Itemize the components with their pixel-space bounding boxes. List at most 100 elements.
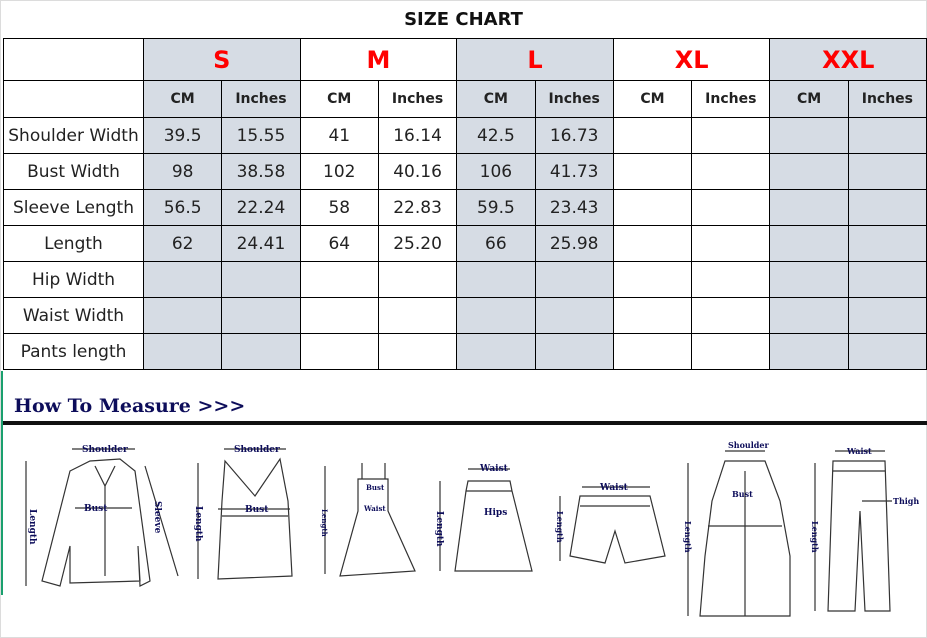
unit-header: Inches: [847, 80, 927, 118]
table-row: Pants length: [3, 333, 927, 370]
measurement-cell: 98: [142, 153, 223, 190]
measurement-cell: 23.43: [534, 189, 614, 226]
row-label: Shoulder Width: [3, 117, 144, 154]
measure-title: How To Measure >>>: [14, 395, 246, 417]
measurement-cell: [377, 333, 458, 370]
measurement-cell: 40.16: [377, 153, 458, 190]
measurement-cell: [769, 297, 849, 334]
measurement-cell: [142, 297, 223, 334]
hips-label: Hips: [484, 508, 507, 518]
row-label: Sleeve Length: [3, 189, 144, 226]
measurement-cell: 41: [299, 117, 379, 154]
measurement-cell: [612, 225, 693, 262]
unit-header-row: CM Inches CM Inches CM Inches CM Inches CM Inches: [3, 80, 927, 118]
measurement-cell: [456, 261, 536, 298]
measurement-cell: [847, 189, 927, 226]
size-header-m: M: [299, 38, 458, 81]
table-row: Bust Width 98 38.58 102 40.16 106 41.73: [3, 153, 927, 190]
measurement-cell: [769, 225, 849, 262]
table-row: Sleeve Length 56.5 22.24 58 22.83 59.5 23.43: [3, 189, 927, 226]
shorts-diagram: Waist Length: [555, 483, 666, 564]
measurement-cell: [612, 153, 693, 190]
measurement-cell: [534, 333, 614, 370]
garment-diagrams: Shoulder Bust Length Sleeve Shoulder Bus…: [25, 440, 919, 617]
measurement-cell: 16.14: [377, 117, 458, 154]
measurement-cell: [691, 333, 771, 370]
measurement-cell: [691, 225, 771, 262]
measurement-cell: 42.5: [456, 117, 536, 154]
length-label: Length: [27, 509, 37, 545]
measurement-cell: [847, 333, 927, 370]
bust-label: Bust: [84, 504, 108, 514]
sleeve-label: Sleeve: [152, 501, 162, 534]
measurement-cell: 15.55: [221, 117, 301, 154]
size-header-s: S: [143, 38, 301, 81]
measurement-cell: [769, 333, 849, 370]
measurement-cell: [847, 153, 927, 190]
shoulder-label: Shoulder: [728, 440, 769, 450]
divider: [3, 421, 927, 425]
waist-label: Waist: [599, 483, 629, 493]
length-label: Length: [193, 506, 203, 542]
measurement-cell: [612, 333, 693, 370]
dress-diagram: Bust Waist Length: [320, 463, 416, 577]
measurement-cell: 25.98: [534, 225, 614, 262]
length-label: Length: [555, 511, 565, 543]
unit-header: CM: [142, 80, 223, 118]
chart-title: SIZE CHART: [404, 9, 523, 30]
corner-cell: [3, 38, 144, 81]
measurement-cell: 25.20: [377, 225, 458, 262]
measurement-cell: [769, 153, 849, 190]
measurement-cell: [142, 261, 223, 298]
skirt-diagram: Waist Hips Length: [434, 464, 533, 572]
shoulder-label: Shoulder: [82, 445, 128, 455]
length-label: Length: [434, 511, 444, 547]
measurement-cell: [847, 261, 927, 298]
unit-header: CM: [769, 80, 849, 118]
row-label: Length: [3, 225, 144, 262]
measurement-cell: 38.58: [221, 153, 301, 190]
measurement-cell: [769, 189, 849, 226]
measurement-cell: 16.73: [534, 117, 614, 154]
measurement-cell: 62: [142, 225, 223, 262]
measurement-cell: [847, 117, 927, 154]
thigh-label: Thigh: [893, 496, 919, 506]
measurement-cell: [456, 297, 536, 334]
measurement-cell: 22.24: [221, 189, 301, 226]
measurement-cell: [769, 117, 849, 154]
tank-diagram: Shoulder Bust Length: [193, 445, 293, 580]
measurement-cell: [847, 225, 927, 262]
pants-diagram: Waist Thigh Length: [810, 446, 919, 612]
waist-label: Waist: [846, 446, 872, 456]
measurement-cell: [612, 189, 693, 226]
unit-header: Inches: [377, 80, 458, 118]
measurement-cell: 106: [456, 153, 536, 190]
measurement-cell: [847, 297, 927, 334]
measurement-cell: [534, 297, 614, 334]
measurement-cell: 41.73: [534, 153, 614, 190]
coat-diagram: Shoulder Bust Length: [683, 440, 791, 617]
unit-header: Inches: [691, 80, 771, 118]
size-header-row: S M L XL XXL: [3, 38, 927, 81]
measurement-cell: 56.5: [142, 189, 223, 226]
measurement-cell: [691, 189, 771, 226]
length-label: Length: [683, 521, 693, 553]
measurement-cell: [221, 297, 301, 334]
measurement-cell: [769, 261, 849, 298]
measurement-cell: 64: [299, 225, 379, 262]
unit-header: CM: [456, 80, 536, 118]
waist-label: Waist: [363, 504, 386, 513]
table-row: Shoulder Width 39.5 15.55 41 16.14 42.5 16.73: [3, 117, 927, 154]
unit-header: CM: [299, 80, 379, 118]
length-label: Length: [810, 521, 820, 553]
measurement-cell: [299, 333, 379, 370]
accent-bar: [1, 371, 3, 595]
measurement-cell: [142, 333, 223, 370]
measurement-cell: 59.5: [456, 189, 536, 226]
measurement-cell: [612, 297, 693, 334]
bust-label: Bust: [366, 483, 385, 492]
unit-header: Inches: [534, 80, 614, 118]
table-row: Waist Width: [3, 297, 927, 334]
corner-cell: [3, 80, 144, 118]
measurement-cell: [377, 297, 458, 334]
